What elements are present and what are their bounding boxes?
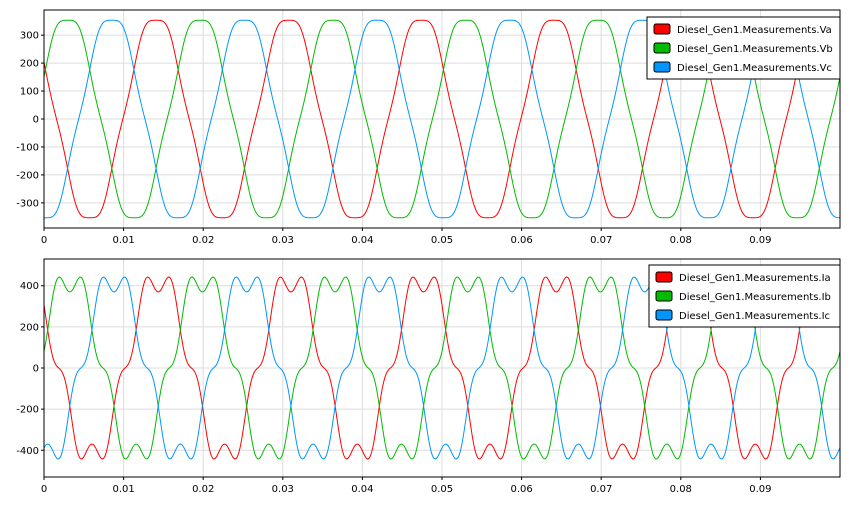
voltage-x-tick-label: 0.09 — [749, 235, 771, 246]
voltage-legend: Diesel_Gen1.Measurements.Va Diesel_Gen1.M… — [646, 16, 841, 80]
current-legend-swatch-1 — [655, 271, 673, 283]
voltage-x-tick-label: 0.01 — [112, 235, 134, 246]
voltage-legend-swatch-1 — [653, 23, 671, 35]
current-legend-swatch-2 — [655, 290, 673, 302]
voltage-y-tick-label: 200 — [20, 59, 39, 70]
voltage-x-tick-label: 0.06 — [510, 235, 532, 246]
current-x-tick-label: 0.08 — [670, 484, 692, 495]
voltage-x-tick-label: 0.02 — [192, 235, 214, 246]
voltage-x-tick-label: 0.03 — [272, 235, 294, 246]
current-legend-box — [648, 264, 841, 328]
voltage-y-tick-label: -300 — [16, 198, 39, 209]
voltage-x-tick-label: 0.04 — [351, 235, 373, 246]
current-legend-label-1: Diesel_Gen1.Measurements.Ia — [679, 273, 831, 284]
current-x-tick-label: 0.04 — [351, 484, 373, 495]
current-legend-swatch-3 — [655, 309, 673, 321]
voltage-legend-box — [646, 16, 841, 80]
current-y-tick-label: 400 — [20, 281, 39, 292]
voltage-legend-swatch-2 — [653, 42, 671, 54]
current-series-line-2 — [44, 276, 840, 460]
current-x-tick-label: 0.07 — [590, 484, 612, 495]
voltage-y-tick-label: 0 — [33, 115, 39, 126]
voltage-x-tick-label: 0.07 — [590, 235, 612, 246]
current-legend: Diesel_Gen1.Measurements.Ia Diesel_Gen1.M… — [648, 264, 841, 328]
voltage-legend-label-2: Diesel_Gen1.Measurements.Vb — [677, 44, 833, 55]
voltage-chart: 300 200 100 0 -100 -200 -300 0 0.01 0.02 0.03 0.04 0… — [16, 9, 841, 246]
current-x-tick-label: 0.02 — [192, 484, 214, 495]
current-y-tick-label: 0 — [33, 364, 39, 375]
voltage-legend-label-3: Diesel_Gen1.Measurements.Vc — [677, 63, 832, 74]
voltage-legend-label-1: Diesel_Gen1.Measurements.Va — [677, 25, 832, 36]
voltage-x-tick-label: 0.05 — [431, 235, 453, 246]
voltage-y-tick-label: -200 — [16, 170, 39, 181]
current-x-tick-label: 0.03 — [272, 484, 294, 495]
voltage-x-tick-label: 0.08 — [670, 235, 692, 246]
voltage-legend-swatch-3 — [653, 61, 671, 73]
voltage-y-tick-label: 100 — [20, 87, 39, 98]
current-series-line-3 — [44, 276, 840, 460]
current-chart: 400 200 0 -200 -400 0 0.01 0.02 0.03 0.04 0.05 0.06… — [16, 258, 841, 495]
voltage-x-tick-label: 0 — [41, 235, 47, 246]
voltage-series-line-3 — [44, 19, 840, 219]
current-x-tick-label: 0.01 — [112, 484, 134, 495]
current-x-tick-label: 0.06 — [510, 484, 532, 495]
voltage-y-tick-label: 300 — [20, 31, 39, 42]
current-y-tick-label: 200 — [20, 322, 39, 333]
current-x-tick-label: 0 — [41, 484, 47, 495]
voltage-y-tick-label: -100 — [16, 142, 39, 153]
current-legend-label-3: Diesel_Gen1.Measurements.Ic — [679, 311, 830, 322]
current-y-tick-label: -200 — [16, 405, 39, 416]
current-x-tick-label: 0.05 — [431, 484, 453, 495]
current-x-tick-label: 0.09 — [749, 484, 771, 495]
current-y-tick-label: -400 — [16, 446, 39, 457]
current-legend-label-2: Diesel_Gen1.Measurements.Ib — [679, 292, 831, 303]
